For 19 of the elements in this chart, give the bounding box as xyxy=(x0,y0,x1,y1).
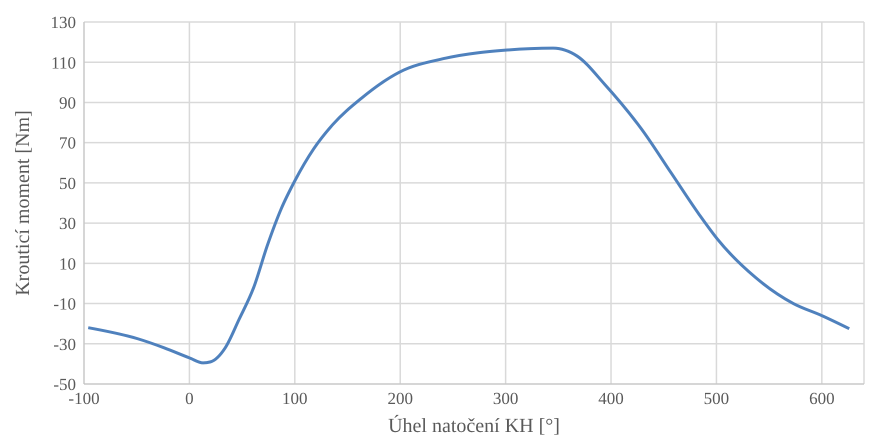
x-tick-label: 200 xyxy=(387,389,413,408)
x-axis-title: Úhel natočení KH [°] xyxy=(388,414,560,437)
y-tick-label: 130 xyxy=(50,13,76,32)
y-tick-label: -10 xyxy=(53,294,76,314)
y-tick-label: 10 xyxy=(59,254,76,274)
x-tick-label: 400 xyxy=(598,389,624,408)
y-tick-label: 70 xyxy=(59,134,76,153)
y-axis-title: Krouticí moment [Nm] xyxy=(12,110,34,296)
y-tick-label: 90 xyxy=(59,93,76,112)
y-tick-label: -30 xyxy=(53,334,76,354)
x-tick-label: 300 xyxy=(492,389,518,408)
y-tick-label: 30 xyxy=(59,214,76,234)
x-tick-label: 0 xyxy=(185,389,194,408)
x-tick-label: 100 xyxy=(282,389,308,408)
y-tick-label: 110 xyxy=(51,53,76,72)
x-tick-label: 500 xyxy=(704,389,730,408)
line-series xyxy=(86,46,851,364)
y-tick-label: 50 xyxy=(59,174,76,193)
x-tick-label: 600 xyxy=(809,389,835,408)
